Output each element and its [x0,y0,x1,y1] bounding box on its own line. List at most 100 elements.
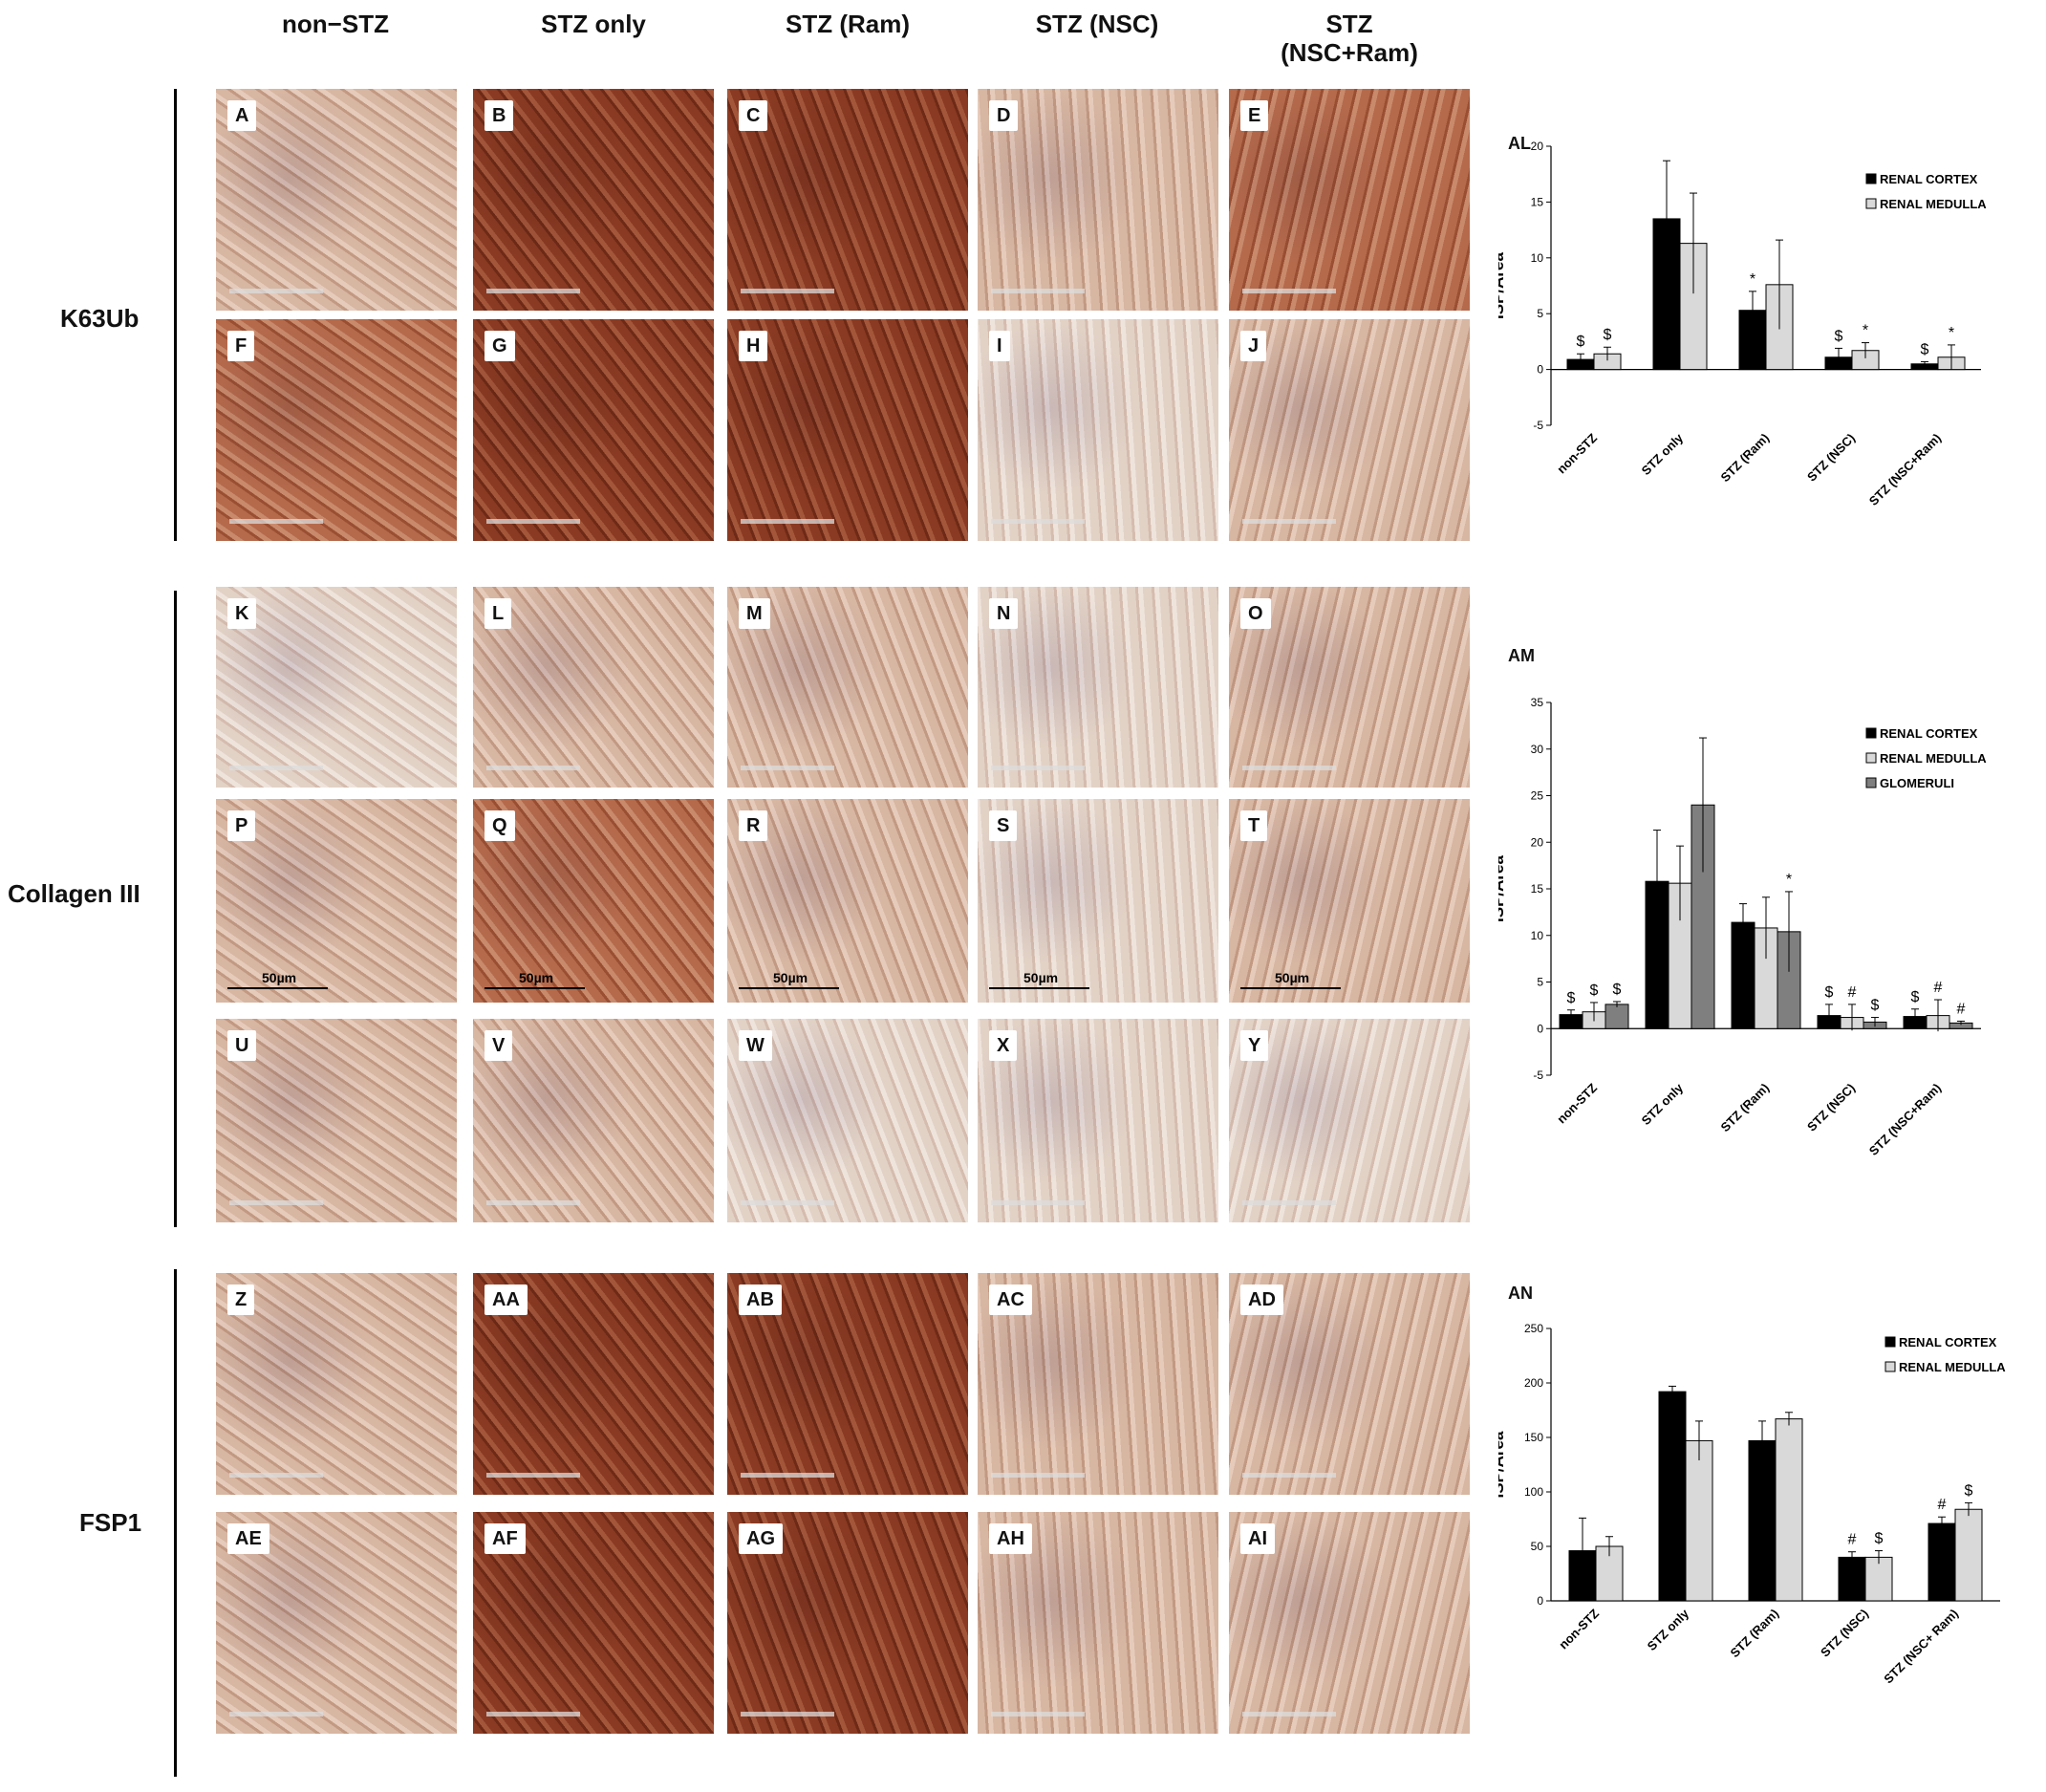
panel-letter: S [989,810,1018,841]
panel-letter: F [227,331,255,361]
panel-letter: Q [485,810,515,841]
y-tick-label: 20 [1531,140,1544,153]
scale-bar [1242,1712,1336,1716]
panel-letter: AI [1240,1523,1275,1554]
panel-letter: Y [1240,1030,1269,1061]
significance-mark: $ [1965,1482,1973,1499]
scale-bar [227,987,328,989]
header-line: (NSC+Ram) [1281,38,1418,67]
micrograph-panel: AG [727,1512,968,1734]
scale-bar [741,519,834,524]
significance-mark: $ [1875,1531,1884,1547]
column-header-stz-nsc-ram: STZ (NSC+Ram) [1225,10,1474,67]
bar [1775,1418,1803,1602]
significance-mark: $ [1604,327,1612,343]
significance-mark: $ [1835,328,1843,344]
scale-bar [1242,766,1336,770]
significance-mark: $ [1871,998,1880,1014]
significance-mark: # [1848,1532,1857,1548]
panel-letter: V [485,1030,513,1061]
scale-label: 50µm [1023,970,1059,985]
micrograph-panel: AA [473,1273,714,1495]
panel-letter: N [989,598,1019,629]
micrograph-panel: Z [216,1273,457,1495]
micrograph-panel: V [473,1019,714,1222]
x-tick-label: STZ (NSC) [1804,1081,1858,1134]
scale-bar [229,766,323,770]
y-tick-label: 35 [1531,696,1544,709]
panel-letter: E [1240,100,1269,131]
panel-letter: AD [1240,1285,1283,1315]
x-tick-label: STZ (NSC) [1818,1607,1871,1660]
x-tick-label: STZ (NSC+ Ram) [1881,1607,1961,1687]
row-label-k63ub: K63Ub [60,304,140,333]
legend-swatch [1884,1336,1896,1348]
legend-label: RENAL MEDULLA [1880,197,1987,211]
y-tick-label: 15 [1531,195,1544,208]
micrograph-panel: AI [1229,1512,1470,1734]
scale-bar [1242,519,1336,524]
y-axis-label: ISP/Area [1498,251,1507,318]
scale-bar [486,1473,580,1478]
x-tick-label: STZ (Ram) [1718,1081,1773,1135]
significance-mark: # [1934,980,1943,996]
panel-letter: X [989,1030,1018,1061]
micrograph-panel: Q 50µm [473,799,714,1003]
chart-letter: AN [1508,1284,1533,1303]
micrograph-panel: I [978,319,1218,541]
y-tick-label: -5 [1533,419,1543,432]
column-header-stz-ram: STZ (Ram) [723,10,972,38]
significance-mark: $ [1825,984,1834,1001]
panel-letter: G [485,331,515,361]
bar [1604,1004,1629,1029]
micrograph-panel: C [727,89,968,311]
micrograph-panel: E [1229,89,1470,311]
legend-swatch [1865,727,1877,739]
micrograph-panel: AD [1229,1273,1470,1495]
scale-bar [741,766,834,770]
legend-label: RENAL CORTEX [1899,1335,1997,1349]
column-header-stz-only: STZ only [469,10,718,38]
panel-letter: AH [989,1523,1032,1554]
section-bar-k63ub [174,89,177,541]
x-tick-label: STZ (NSC+Ram) [1866,1081,1944,1158]
y-tick-label: 150 [1524,1431,1543,1444]
micrograph-panel: J [1229,319,1470,541]
scale-bar [486,766,580,770]
scale-bar [485,987,585,989]
micrograph-panel: T 50µm [1229,799,1470,1003]
legend-label: RENAL CORTEX [1880,726,1978,741]
legend-swatch [1865,777,1877,788]
y-tick-label: 250 [1524,1322,1543,1335]
panel-letter: M [739,598,770,629]
scale-bar [486,1712,580,1716]
scale-bar [989,987,1089,989]
micrograph-panel: AH [978,1512,1218,1734]
scale-bar [486,519,580,524]
legend-label: RENAL MEDULLA [1899,1360,2006,1374]
chart-am-svg: -5 0 5 10 15 20 25 30 35 ISP/Area $ $ $ non-STZ STZ on… [1498,696,1987,1158]
x-tick-label: non-STZ [1556,1606,1602,1652]
y-tick-label: -5 [1533,1069,1543,1082]
x-tick-label: STZ (NSC+Ram) [1866,431,1944,508]
panel-letter: AF [485,1523,526,1554]
y-tick-label: 30 [1531,743,1544,756]
significance-mark: # [1938,1497,1947,1513]
micrograph-panel: F [216,319,457,541]
y-axis-label: ISP/Area [1498,1431,1507,1498]
micrograph-panel: O [1229,587,1470,788]
legend-label: RENAL CORTEX [1880,172,1978,186]
panel-letter: P [227,810,256,841]
micrograph-panel: S 50µm [978,799,1218,1003]
scale-bar [991,1712,1085,1716]
scale-bar [741,1473,834,1478]
micrograph-panel: L [473,587,714,788]
y-tick-label: 5 [1537,976,1543,989]
y-tick-label: 0 [1537,1022,1543,1035]
scale-bar [486,289,580,293]
scale-bar [229,1712,323,1716]
x-tick-label: non-STZ [1554,430,1600,476]
micrograph-panel: B [473,89,714,311]
scale-bar [739,987,839,989]
significance-mark: $ [1613,982,1622,998]
